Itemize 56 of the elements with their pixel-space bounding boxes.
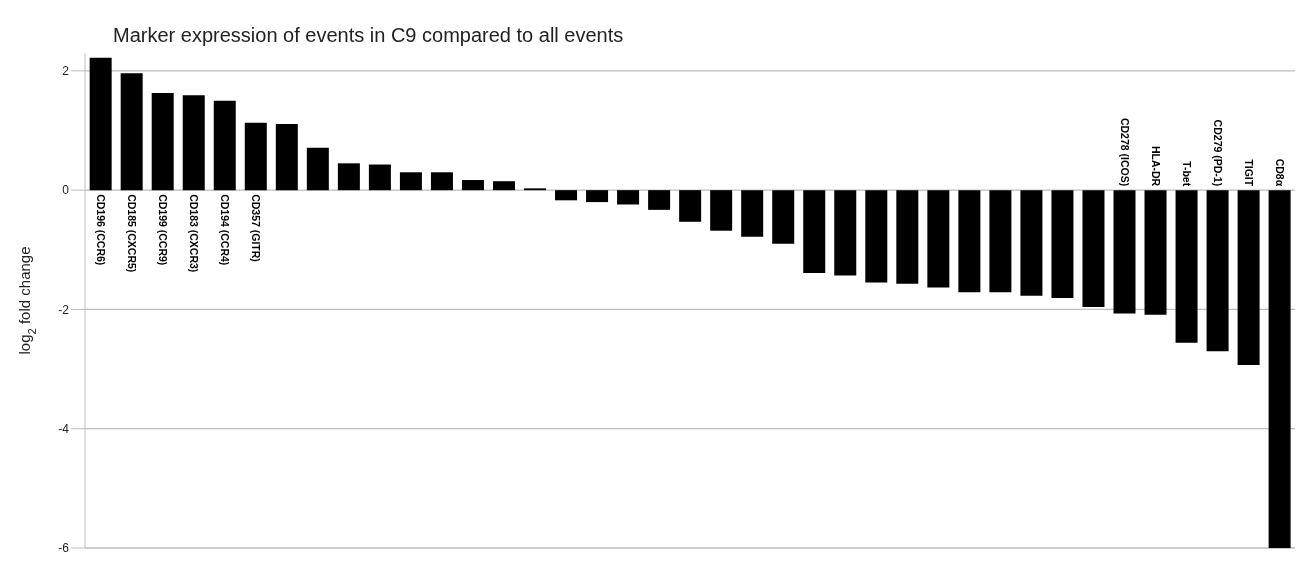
bar (1175, 190, 1198, 343)
x-tick-label: CD278 (ICOS) (1118, 117, 1131, 187)
bar (492, 181, 515, 191)
bar (741, 190, 764, 237)
bar (1020, 190, 1043, 296)
x-tick-label: TIGIT (1242, 159, 1255, 187)
bar (151, 92, 174, 191)
chart-title: Marker expression of events in C9 compared to all events (113, 24, 624, 47)
bar (927, 190, 950, 288)
bar (1113, 190, 1136, 314)
bar (679, 190, 702, 222)
bar (337, 163, 360, 191)
x-tick-label: CD279 (PD-1) (1211, 119, 1224, 187)
bar (772, 190, 795, 244)
bar (275, 123, 298, 191)
y-tick-label: -2 (58, 302, 70, 317)
bar (617, 190, 640, 205)
bar (1082, 190, 1105, 308)
bar (989, 190, 1012, 293)
bar (461, 180, 484, 191)
bar (213, 100, 236, 191)
x-tick-label: CD357 (GITR) (249, 194, 262, 262)
bar (1237, 190, 1260, 365)
x-tick-label: CD183 (CXCR3) (187, 194, 200, 273)
bar (89, 57, 112, 191)
x-tick-label: CD194 (CCR4) (218, 194, 231, 266)
bar (244, 122, 267, 191)
bar (710, 190, 733, 231)
x-tick-label: CD199 (CCR9) (156, 194, 169, 266)
bar (1144, 190, 1167, 315)
bar (182, 95, 205, 191)
bar (834, 190, 857, 276)
x-tick-label: HLA-DR (1149, 145, 1162, 187)
bar (1268, 190, 1291, 548)
y-tick-label: 0 (62, 183, 70, 198)
bar (865, 190, 888, 283)
bar (306, 147, 329, 191)
bar (555, 190, 578, 201)
bar (896, 190, 919, 284)
bar (1206, 190, 1229, 352)
y-tick-label: -6 (58, 541, 70, 556)
bar (399, 172, 422, 191)
bar (1051, 190, 1074, 299)
y-tick-label: 2 (62, 64, 70, 79)
x-tick-label: CD196 (CCR6) (94, 194, 107, 266)
bar (586, 190, 609, 203)
bar (120, 73, 143, 191)
x-tick-label: CD8α (1273, 158, 1286, 187)
x-tick-label: CD185 (CXCR5) (125, 194, 138, 273)
bar (958, 190, 981, 293)
bar (803, 190, 826, 274)
x-tick-label: T-bet (1180, 161, 1193, 187)
bar (368, 164, 391, 191)
bar (648, 190, 671, 210)
bar (430, 172, 453, 191)
y-tick-label: -4 (58, 421, 70, 436)
